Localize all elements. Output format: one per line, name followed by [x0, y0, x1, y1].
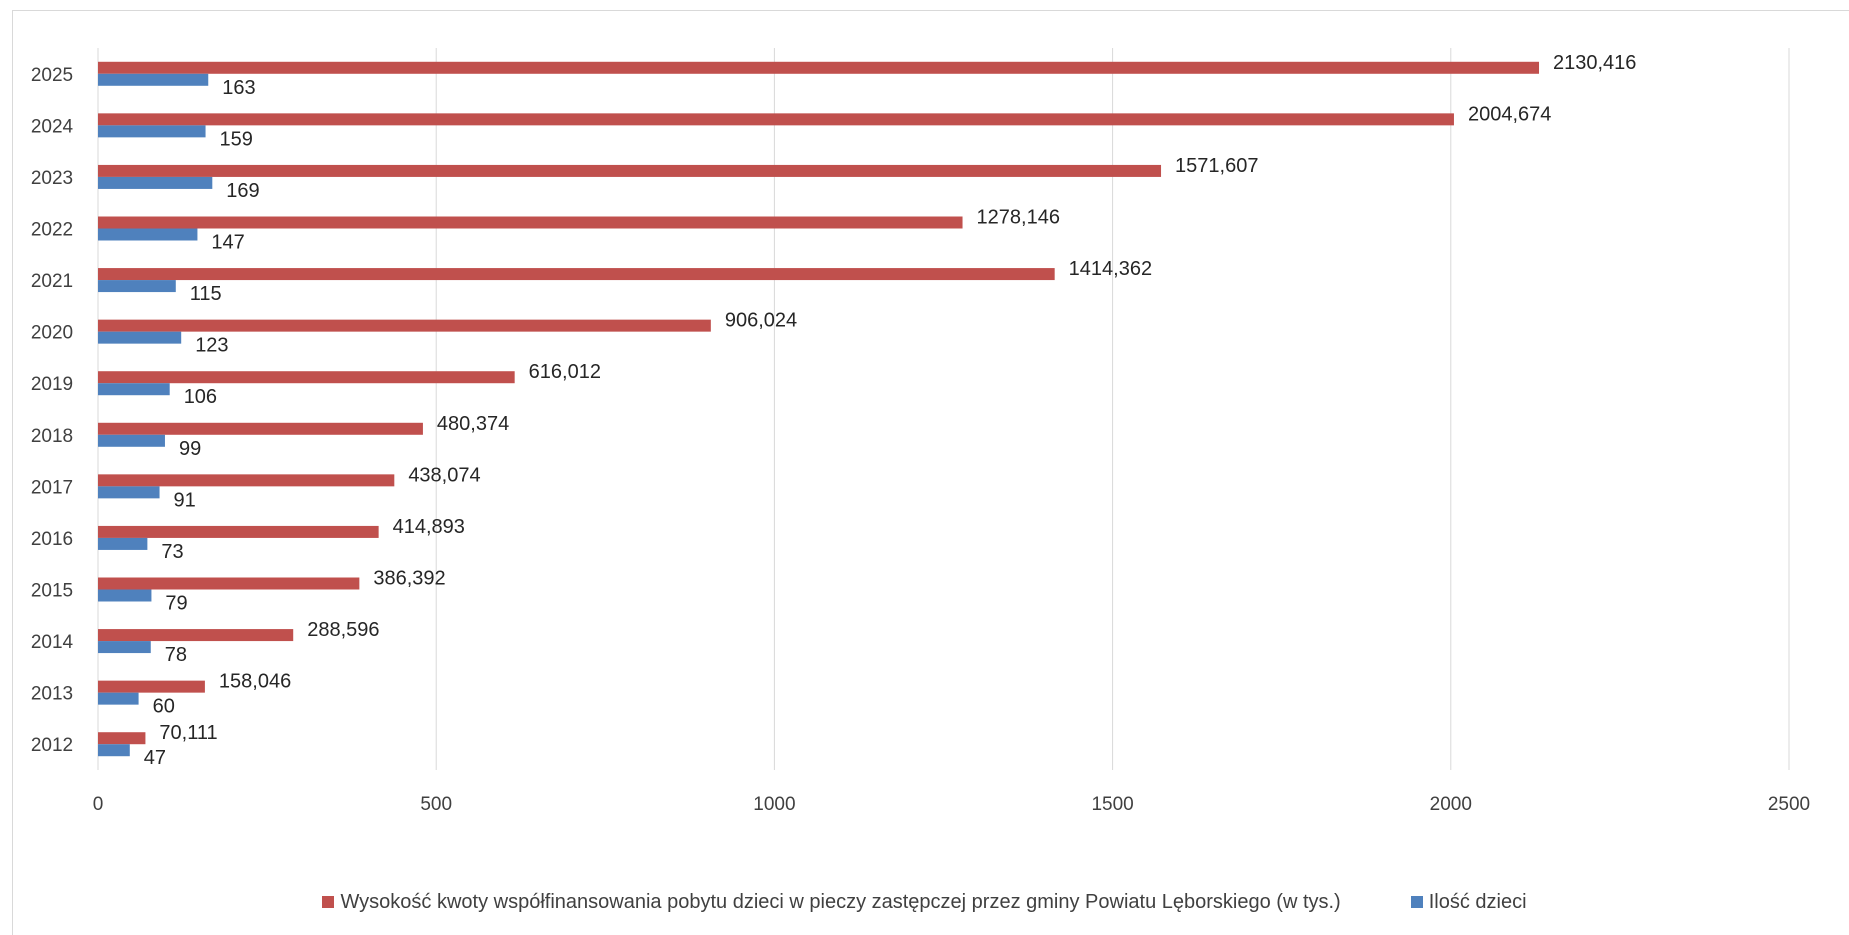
- data-label-amount: 288,596: [307, 619, 379, 641]
- bar-amount: [98, 61, 1540, 74]
- data-label-amount: 158,046: [219, 671, 291, 693]
- x-tick-label: 2000: [1430, 794, 1472, 815]
- bar-children: [98, 641, 151, 654]
- bar-children: [98, 73, 209, 86]
- data-label-children: 115: [190, 283, 222, 305]
- data-label-amount: 70,111: [159, 722, 217, 744]
- bar-children: [98, 176, 213, 189]
- legend-label-amount: Wysokość kwoty współfinansowania pobytu …: [340, 890, 1341, 913]
- legend: Wysokość kwoty współfinansowania pobytu …: [0, 888, 1849, 916]
- bar-amount: [98, 216, 963, 229]
- y-tick-label: 2022: [31, 220, 73, 241]
- bar-children: [98, 125, 206, 138]
- bar-amount: [98, 268, 1055, 281]
- data-label-amount: 906,024: [725, 310, 797, 332]
- legend-item-children: Ilość dzieci: [1410, 890, 1527, 914]
- y-tick-label: 2016: [31, 529, 73, 550]
- data-label-children: 91: [174, 489, 196, 511]
- bar-amount: [98, 629, 294, 642]
- bar-amount: [98, 371, 515, 384]
- data-label-amount: 2004,674: [1468, 103, 1551, 125]
- data-label-amount: 2130,416: [1553, 52, 1636, 74]
- data-label-children: 123: [195, 335, 228, 357]
- bar-children: [98, 280, 176, 293]
- bar-amount: [98, 319, 711, 332]
- data-label-children: 169: [226, 180, 259, 202]
- y-tick-label: 2017: [31, 477, 73, 498]
- legend-item-amount: Wysokość kwoty współfinansowania pobytu …: [322, 890, 1341, 914]
- data-label-amount: 480,374: [437, 413, 509, 435]
- bar-children: [98, 331, 182, 344]
- x-tick-label: 0: [93, 794, 104, 815]
- bar-children: [98, 486, 160, 499]
- bar-children: [98, 589, 152, 602]
- bar-amount: [98, 525, 379, 538]
- bar-children: [98, 692, 139, 705]
- bar-amount: [98, 680, 205, 693]
- y-tick-label: 2014: [31, 632, 74, 653]
- y-tick-label: 2015: [31, 581, 73, 602]
- data-label-amount: 616,012: [529, 361, 601, 383]
- bar-children: [98, 744, 130, 757]
- bar-amount: [98, 164, 1162, 177]
- y-tick-label: 2025: [31, 65, 73, 86]
- y-tick-label: 2019: [31, 374, 73, 395]
- y-tick-label: 2013: [31, 684, 73, 705]
- data-label-children: 147: [211, 232, 244, 254]
- data-label-children: 159: [220, 128, 253, 150]
- legend-swatch-children: [1410, 896, 1423, 908]
- bar-children: [98, 434, 165, 447]
- bar-children: [98, 537, 148, 550]
- bar-amount: [98, 113, 1454, 126]
- y-tick-label: 2018: [31, 426, 73, 447]
- bar-amount: [98, 474, 395, 487]
- y-tick-label: 2020: [31, 323, 73, 344]
- bar-amount: [98, 422, 423, 435]
- y-tick-label: 2024: [31, 116, 74, 137]
- y-tick-label: 2021: [31, 271, 73, 292]
- data-label-amount: 1571,607: [1175, 155, 1258, 177]
- data-label-amount: 414,893: [393, 516, 465, 538]
- data-label-children: 47: [144, 747, 166, 769]
- data-label-amount: 1414,362: [1069, 258, 1152, 280]
- y-tick-label: 2012: [31, 735, 73, 756]
- chart-frame: [12, 10, 1849, 935]
- data-label-children: 78: [165, 644, 187, 666]
- data-label-children: 79: [165, 593, 187, 615]
- legend-label-children: Ilość dzieci: [1428, 890, 1527, 913]
- x-tick-label: 1000: [753, 794, 795, 815]
- data-label-children: 73: [161, 541, 183, 563]
- bar-children: [98, 228, 198, 241]
- x-tick-label: 2500: [1768, 794, 1810, 815]
- chart-plot: 0 500 1000 1500 2000 2500 2012 70,111 47 2013 158,…: [31, 48, 1810, 815]
- legend-swatch-amount: [322, 896, 335, 908]
- data-label-children: 60: [153, 696, 175, 718]
- bar-amount: [98, 732, 146, 745]
- data-label-amount: 386,392: [373, 568, 445, 590]
- data-label-children: 99: [179, 438, 201, 460]
- data-label-children: 163: [222, 77, 255, 99]
- y-tick-label: 2023: [31, 168, 73, 189]
- data-label-amount: 1278,146: [977, 207, 1060, 229]
- data-label-amount: 438,074: [408, 464, 480, 486]
- x-tick-label: 500: [420, 794, 452, 815]
- x-tick-label: 1500: [1091, 794, 1133, 815]
- bar-amount: [98, 577, 360, 590]
- bar-children: [98, 383, 170, 396]
- data-label-children: 106: [184, 386, 217, 408]
